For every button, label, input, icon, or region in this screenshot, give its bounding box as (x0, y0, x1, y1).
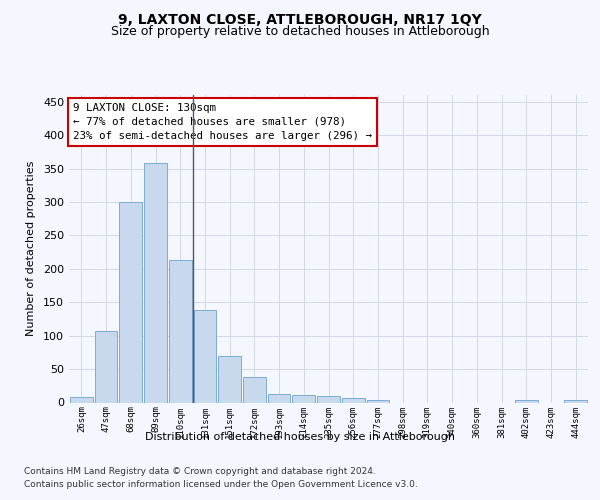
Bar (218, 356, 241, 403)
Bar (268, 394, 290, 402)
Text: 9, LAXTON CLOSE, ATTLEBOROUGH, NR17 1QY: 9, LAXTON CLOSE, ATTLEBOROUGH, NR17 1QY (118, 12, 482, 26)
Text: Size of property relative to detached houses in Attleborough: Size of property relative to detached ho… (110, 25, 490, 38)
Bar (564, 400, 587, 402)
Bar (70, 397, 93, 402)
Bar (515, 400, 538, 402)
Bar (194, 310, 216, 402)
Bar (317, 396, 340, 402)
Text: Contains public sector information licensed under the Open Government Licence v3: Contains public sector information licen… (24, 480, 418, 489)
Y-axis label: Number of detached properties: Number of detached properties (26, 161, 36, 336)
Bar (367, 400, 389, 402)
Bar (119, 202, 142, 402)
Bar (342, 398, 365, 402)
Bar (292, 395, 315, 402)
Text: 9 LAXTON CLOSE: 130sqm
← 77% of detached houses are smaller (978)
23% of semi-de: 9 LAXTON CLOSE: 130sqm ← 77% of detached… (73, 102, 372, 141)
Bar (169, 260, 191, 402)
Text: Distribution of detached houses by size in Attleborough: Distribution of detached houses by size … (145, 432, 455, 442)
Bar (95, 331, 118, 402)
Bar (144, 163, 167, 402)
Text: Contains HM Land Registry data © Crown copyright and database right 2024.: Contains HM Land Registry data © Crown c… (24, 468, 376, 476)
Bar (243, 377, 266, 402)
